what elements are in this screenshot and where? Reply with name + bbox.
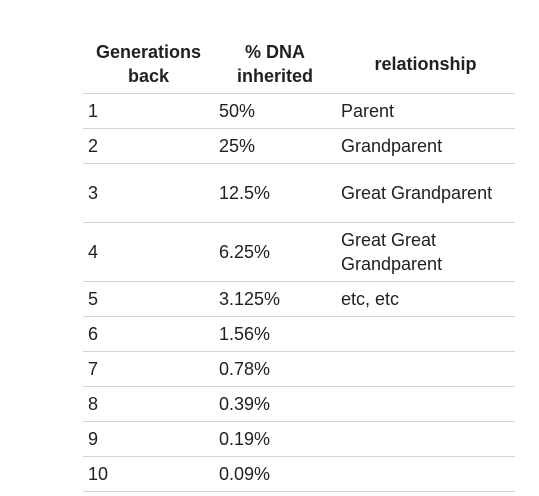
header-row: Generations back % DNA inherited relatio…	[83, 35, 515, 94]
table-row: 6 1.56%	[83, 316, 515, 352]
table-header: Generations back % DNA inherited relatio…	[83, 35, 515, 94]
cell-generation: 6	[83, 316, 214, 352]
cell-relationship: Grandparent	[336, 128, 515, 164]
table-body: 1 50% Parent 2 25% Grandparent 3 12.5% G…	[83, 93, 515, 492]
table-row: 10 0.09%	[83, 456, 515, 492]
table-row: 3 12.5% Great Grandparent	[83, 163, 515, 223]
table-row: 5 3.125% etc, etc	[83, 281, 515, 317]
cell-dna-percent: 6.25%	[214, 222, 336, 282]
cell-dna-percent: 25%	[214, 128, 336, 164]
cell-dna-percent: 0.19%	[214, 421, 336, 457]
cell-relationship	[336, 351, 515, 387]
cell-dna-percent: 0.39%	[214, 386, 336, 422]
dna-inheritance-table: Generations back % DNA inherited relatio…	[83, 35, 515, 492]
cell-generation: 4	[83, 222, 214, 282]
cell-relationship	[336, 421, 515, 457]
cell-dna-percent: 1.56%	[214, 316, 336, 352]
cell-generation: 3	[83, 163, 214, 223]
cell-generation: 8	[83, 386, 214, 422]
table-row: 8 0.39%	[83, 386, 515, 422]
cell-generation: 7	[83, 351, 214, 387]
cell-dna-percent: 50%	[214, 93, 336, 129]
cell-generation: 9	[83, 421, 214, 457]
cell-relationship: Parent	[336, 93, 515, 129]
cell-relationship: Great Great Grandparent	[336, 222, 515, 282]
cell-relationship: Great Grandparent	[336, 163, 515, 223]
cell-relationship: etc, etc	[336, 281, 515, 317]
table-row: 1 50% Parent	[83, 93, 515, 129]
table-row: 7 0.78%	[83, 351, 515, 387]
cell-relationship	[336, 316, 515, 352]
cell-dna-percent: 0.09%	[214, 456, 336, 492]
table-row: 2 25% Grandparent	[83, 128, 515, 164]
header-dna-inherited: % DNA inherited	[214, 35, 336, 94]
cell-dna-percent: 12.5%	[214, 163, 336, 223]
dna-inheritance-table-container: Generations back % DNA inherited relatio…	[83, 35, 515, 492]
cell-generation: 10	[83, 456, 214, 492]
cell-dna-percent: 3.125%	[214, 281, 336, 317]
header-generations-back: Generations back	[83, 35, 214, 94]
cell-relationship	[336, 456, 515, 492]
table-row: 9 0.19%	[83, 421, 515, 457]
table-row: 4 6.25% Great Great Grandparent	[83, 222, 515, 282]
cell-dna-percent: 0.78%	[214, 351, 336, 387]
cell-relationship	[336, 386, 515, 422]
cell-generation: 1	[83, 93, 214, 129]
cell-generation: 5	[83, 281, 214, 317]
header-relationship: relationship	[336, 35, 515, 94]
cell-generation: 2	[83, 128, 214, 164]
